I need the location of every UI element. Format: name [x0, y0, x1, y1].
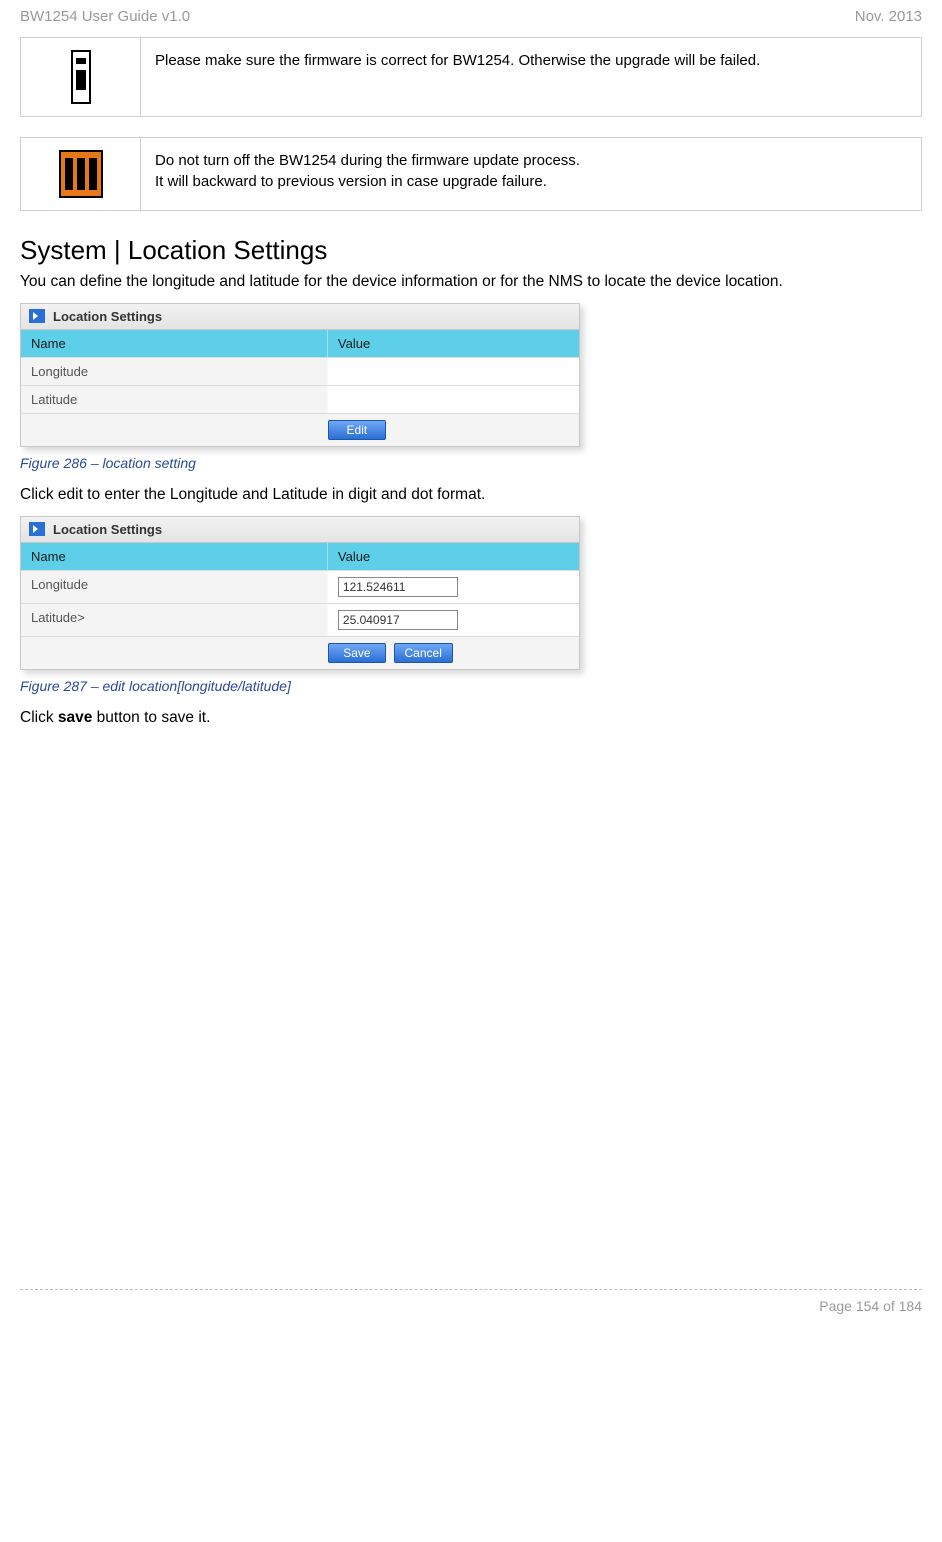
- latitude-input[interactable]: [338, 610, 458, 630]
- panel-footer: Save Cancel: [21, 636, 579, 669]
- doc-date: Nov. 2013: [855, 8, 922, 25]
- table-header-row: Name Value: [21, 543, 579, 570]
- table-header-row: Name Value: [21, 330, 579, 357]
- row-value-latitude-edit: [328, 604, 579, 636]
- panel-titlebar: Location Settings: [21, 304, 579, 330]
- warning-line-1: Do not turn off the BW1254 during the fi…: [155, 150, 907, 171]
- info-icon: [71, 50, 91, 104]
- save-instruction: Click save button to save it.: [20, 708, 922, 729]
- footer-divider: [20, 1289, 922, 1290]
- save-text-suffix: button to save it.: [92, 709, 210, 726]
- row-label-longitude: Longitude: [21, 571, 328, 603]
- col-header-name: Name: [21, 543, 328, 570]
- panel-title: Location Settings: [53, 309, 162, 324]
- panel-footer: Edit: [21, 413, 579, 446]
- location-settings-panel-view: Location Settings Name Value Longitude L…: [20, 303, 580, 447]
- panel-title: Location Settings: [53, 522, 162, 537]
- cancel-button[interactable]: Cancel: [394, 643, 453, 663]
- doc-title: BW1254 User Guide v1.0: [20, 8, 190, 25]
- warning-icon-cell: [21, 138, 141, 211]
- section-heading: System | Location Settings: [20, 235, 922, 266]
- row-label-latitude: Latitude>: [21, 604, 328, 636]
- edit-button[interactable]: Edit: [328, 420, 386, 440]
- col-header-name: Name: [21, 330, 328, 357]
- page-footer: Page 154 of 184: [20, 1298, 922, 1328]
- panel-arrow-icon: [29, 309, 45, 323]
- mid-instruction: Click edit to enter the Longitude and La…: [20, 485, 922, 506]
- location-settings-panel-edit: Location Settings Name Value Longitude L…: [20, 516, 580, 670]
- figure-caption-286: Figure 286 – location setting: [20, 455, 922, 471]
- warning-note-text: Do not turn off the BW1254 during the fi…: [141, 138, 922, 211]
- panel-arrow-icon: [29, 522, 45, 536]
- row-value-latitude: [328, 386, 579, 413]
- row-value-longitude: [328, 358, 579, 385]
- row-label-longitude: Longitude: [21, 358, 328, 385]
- table-row: Latitude: [21, 385, 579, 413]
- longitude-input[interactable]: [338, 577, 458, 597]
- info-icon-cell: [21, 38, 141, 117]
- panel-titlebar: Location Settings: [21, 517, 579, 543]
- col-header-value: Value: [328, 543, 579, 570]
- warning-note-table: Do not turn off the BW1254 during the fi…: [20, 137, 922, 211]
- row-value-longitude-edit: [328, 571, 579, 603]
- figure-caption-287: Figure 287 – edit location[longitude/lat…: [20, 678, 922, 694]
- section-intro: You can define the longitude and latitud…: [20, 272, 922, 293]
- save-button[interactable]: Save: [328, 643, 386, 663]
- table-row: Latitude>: [21, 603, 579, 636]
- table-row: Longitude: [21, 357, 579, 385]
- col-header-value: Value: [328, 330, 579, 357]
- info-note-table: Please make sure the firmware is correct…: [20, 37, 922, 117]
- warning-line-2: It will backward to previous version in …: [155, 171, 907, 192]
- warning-icon: [59, 150, 103, 198]
- save-text-bold: save: [58, 709, 92, 726]
- save-text-prefix: Click: [20, 709, 58, 726]
- info-note-text: Please make sure the firmware is correct…: [141, 38, 922, 117]
- table-row: Longitude: [21, 570, 579, 603]
- row-label-latitude: Latitude: [21, 386, 328, 413]
